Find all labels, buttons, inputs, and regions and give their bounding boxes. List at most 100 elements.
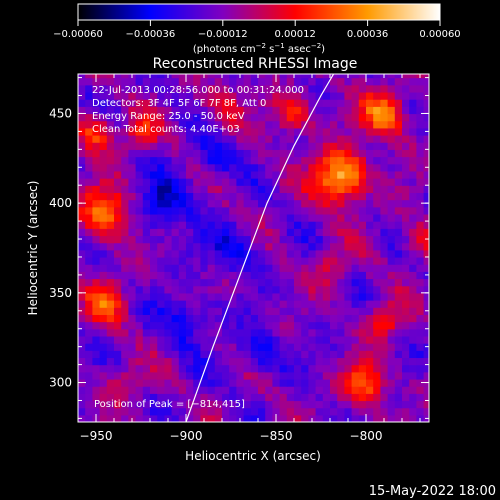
heatmap-cell [373, 285, 381, 294]
heatmap-cell [286, 156, 295, 165]
heatmap-cell [236, 170, 245, 179]
heatmap-cell [229, 77, 237, 86]
heatmap-cell [186, 400, 194, 409]
heatmap-cell [121, 292, 129, 301]
heatmap-cell [258, 113, 266, 122]
heatmap-cell [164, 264, 173, 272]
heatmap-cell [351, 378, 360, 387]
heatmap-cell [200, 328, 209, 337]
heatmap-cell [178, 343, 187, 351]
heatmap-cell [337, 120, 345, 129]
heatmap-cell [243, 228, 252, 237]
heatmap-cell [171, 221, 180, 229]
heatmap-cell [258, 285, 266, 294]
heatmap-cell [409, 113, 417, 122]
heatmap-cell [150, 74, 158, 79]
heatmap-cell [114, 185, 122, 193]
heatmap-cell [214, 386, 223, 394]
heatmap-cell [423, 213, 429, 222]
heatmap-cell [106, 307, 115, 315]
heatmap-cell [265, 249, 273, 258]
heatmap-cell [121, 314, 129, 323]
heatmap-cell [322, 113, 331, 122]
heatmap-cell [279, 228, 288, 237]
heatmap-cell [171, 371, 180, 380]
heatmap-cell [315, 127, 324, 136]
heatmap-cell [135, 74, 144, 79]
heatmap-cell [193, 142, 201, 150]
heatmap-cell [308, 235, 317, 244]
heatmap-cell [150, 127, 158, 136]
heatmap-cell [222, 106, 230, 115]
heatmap-cell [373, 300, 381, 308]
heatmap-cell [236, 249, 245, 258]
heatmap-cell [193, 242, 201, 251]
heatmap-cell [301, 271, 309, 280]
heatmap-cell [330, 91, 338, 100]
heatmap-cell [243, 328, 252, 337]
heatmap-cell [229, 106, 237, 115]
heatmap-cell [409, 120, 417, 129]
heatmap-cell [106, 343, 115, 351]
heatmap-cell [85, 170, 93, 179]
heatmap-cell [423, 314, 429, 323]
heatmap-cell [301, 221, 309, 229]
heatmap-cell [409, 213, 417, 222]
heatmap-cell [366, 328, 374, 337]
heatmap-cell [200, 378, 209, 387]
heatmap-cell [308, 364, 317, 373]
heatmap-cell [366, 307, 374, 315]
heatmap-cell [351, 271, 360, 280]
heatmap-cell [322, 106, 331, 115]
heatmap-cell [380, 235, 389, 244]
heatmap-cell [229, 314, 237, 323]
heatmap-cell [294, 264, 302, 272]
heatmap-cell [301, 371, 309, 380]
heatmap-cell [150, 213, 158, 222]
heatmap-cell [171, 350, 180, 359]
heatmap-cell [394, 134, 403, 143]
heatmap-cell [380, 378, 389, 387]
heatmap-cell [250, 371, 259, 380]
heatmap-cell [286, 84, 295, 93]
heatmap-cell [279, 264, 288, 272]
heatmap-cell [286, 228, 295, 237]
heatmap-cell [322, 120, 331, 129]
heatmap-cell [344, 228, 353, 237]
heatmap-cell [229, 221, 237, 229]
heatmap-cell [99, 199, 108, 208]
heatmap-cell [308, 285, 317, 294]
heatmap-cell [358, 364, 367, 373]
heatmap-cell [243, 185, 252, 193]
heatmap-cell [301, 228, 309, 237]
heatmap-cell [243, 149, 252, 158]
heatmap-cell [416, 142, 425, 150]
heatmap-cell [92, 185, 101, 193]
heatmap-cell [315, 256, 324, 265]
heatmap-cell [286, 99, 295, 107]
heatmap-cell [214, 127, 223, 136]
heatmap-cell [373, 350, 381, 359]
heatmap-cell [236, 242, 245, 251]
heatmap-cell [121, 371, 129, 380]
heatmap-cell [315, 134, 324, 143]
heatmap-cell [214, 407, 223, 416]
heatmap-cell [409, 378, 417, 387]
heatmap-cell [301, 386, 309, 394]
heatmap-cell [315, 99, 324, 107]
heatmap-cell [157, 407, 165, 416]
colorbar-tick-label: −0.00036 [126, 29, 176, 40]
heatmap-cell [351, 414, 360, 422]
heatmap-cell [142, 278, 151, 287]
heatmap-cell [114, 74, 122, 79]
heatmap-cell [423, 285, 429, 294]
heatmap-cell [178, 378, 187, 387]
heatmap-cell [358, 350, 367, 359]
heatmap-cell [315, 292, 324, 301]
heatmap-cell [308, 328, 317, 337]
heatmap-cell [236, 142, 245, 150]
heatmap-cell [358, 99, 367, 107]
heatmap-cell [121, 199, 129, 208]
heatmap-cell [402, 307, 410, 315]
heatmap-cell [207, 407, 216, 416]
